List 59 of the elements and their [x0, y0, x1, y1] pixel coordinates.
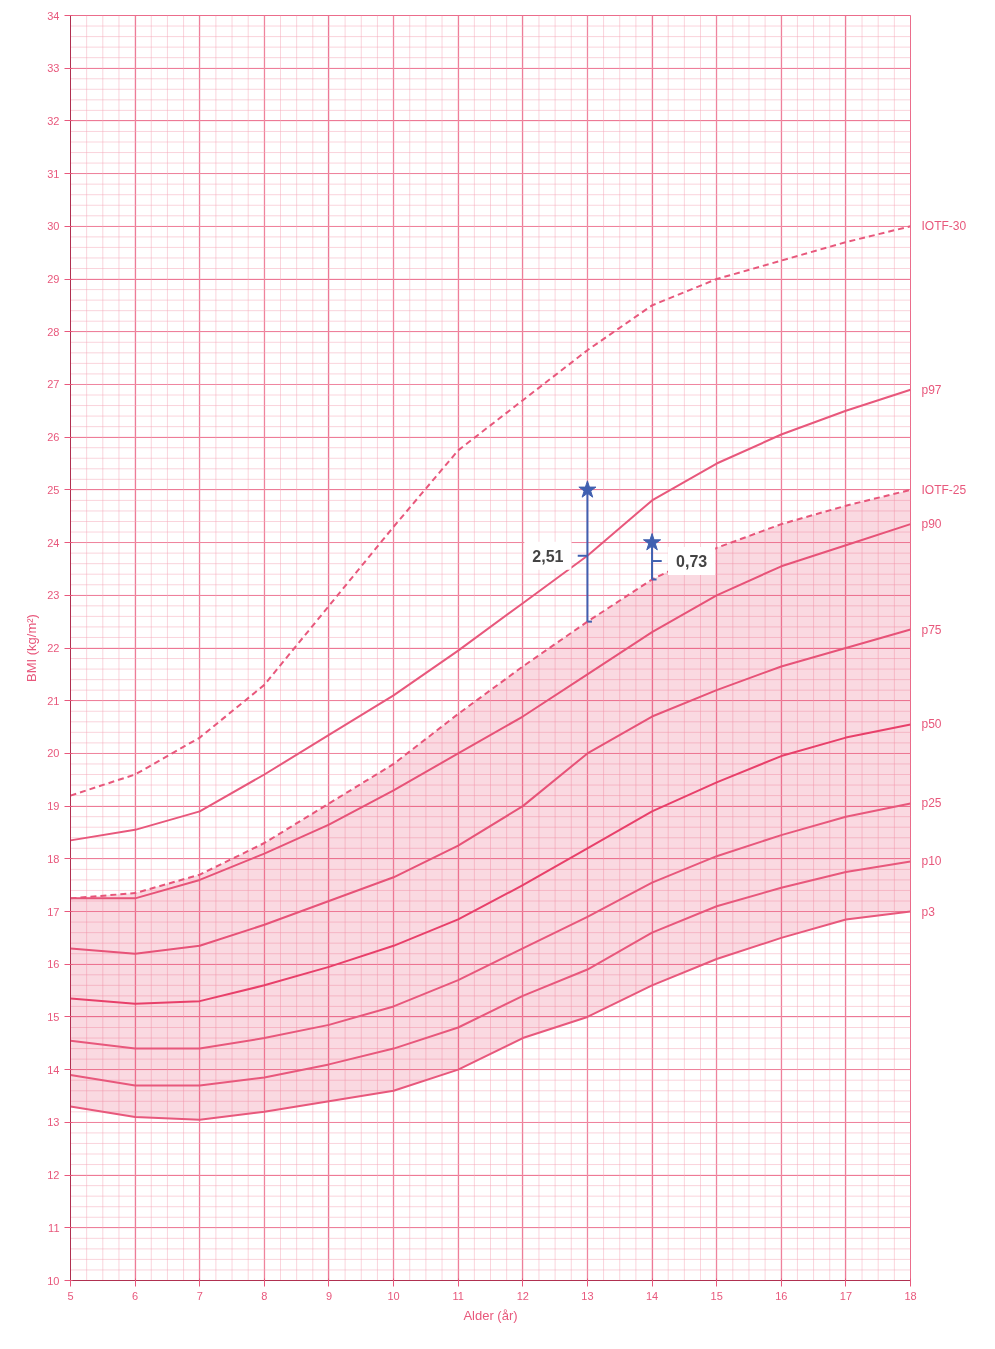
series-label: p50: [921, 717, 942, 732]
y-tick-label: 28: [47, 325, 60, 338]
series-label: p25: [921, 796, 942, 811]
line-series: [70, 910, 911, 1121]
y-tick-label: 12: [47, 1169, 60, 1182]
y-tick-label: 10: [47, 1274, 60, 1287]
series-label: IOTF-30: [921, 219, 967, 234]
y-tick-label: 14: [47, 1063, 60, 1076]
y-tick-label: 30: [47, 220, 60, 233]
y-tick-label: 31: [47, 167, 60, 180]
x-tick-label: 10: [387, 1289, 400, 1302]
line-series: [70, 628, 911, 955]
x-tick-label: 11: [452, 1289, 464, 1302]
y-tick-label: 20: [47, 747, 60, 760]
line-series: [70, 802, 911, 1050]
y-axis-title: BMI (kg/m²): [24, 614, 40, 682]
y-tick-label: 29: [47, 273, 60, 286]
y-tick-label: 11: [48, 1221, 60, 1234]
x-tick-label: 13: [581, 1289, 594, 1302]
x-axis-title: Alder (år): [463, 1307, 518, 1323]
x-tick-label: 18: [904, 1289, 917, 1302]
y-tick-label: 23: [47, 589, 60, 602]
y-tick-label: 34: [47, 9, 60, 22]
y-tick-label: 25: [47, 483, 60, 496]
y-tick-label: 24: [47, 536, 60, 549]
series-label: p75: [921, 622, 942, 637]
line-series: [70, 225, 911, 797]
annotation: 2,51: [532, 547, 564, 565]
y-tick-label: 26: [47, 431, 60, 444]
y-tick-label: 21: [47, 694, 60, 707]
y-tick-label: 16: [47, 958, 60, 971]
x-tick-label: 6: [132, 1289, 139, 1302]
x-tick-label: 14: [645, 1289, 659, 1302]
x-tick-label: 12: [516, 1289, 529, 1302]
y-tick-label: 17: [47, 905, 60, 918]
y-tick-label: 33: [47, 62, 60, 75]
y-tick-label: 19: [47, 800, 60, 813]
x-tick-label: 9: [325, 1289, 333, 1302]
x-tick-label: 5: [67, 1289, 74, 1302]
y-tick-label: 32: [47, 114, 60, 127]
series-label: p90: [921, 517, 942, 532]
x-tick-label: 7: [196, 1289, 203, 1302]
series-label: p3: [921, 904, 936, 919]
y-tick-label: 18: [47, 852, 60, 865]
x-tick-label: 17: [839, 1289, 853, 1302]
x-tick-label: 8: [261, 1289, 268, 1302]
x-tick-label: 16: [775, 1289, 788, 1302]
y-tick-label: 13: [47, 1116, 60, 1129]
y-tick-label: 27: [47, 378, 60, 391]
line-series: [70, 860, 911, 1087]
y-tick-label: 22: [47, 642, 60, 654]
line-series: [70, 388, 911, 842]
series-label: IOTF-25: [921, 482, 967, 497]
y-tick-label: 15: [47, 1010, 60, 1023]
x-tick-label: 15: [710, 1289, 723, 1302]
annotation: 0,73: [676, 553, 708, 571]
series-label: p97: [921, 382, 942, 397]
series-label: p10: [921, 854, 942, 869]
line-series: [70, 723, 911, 1005]
